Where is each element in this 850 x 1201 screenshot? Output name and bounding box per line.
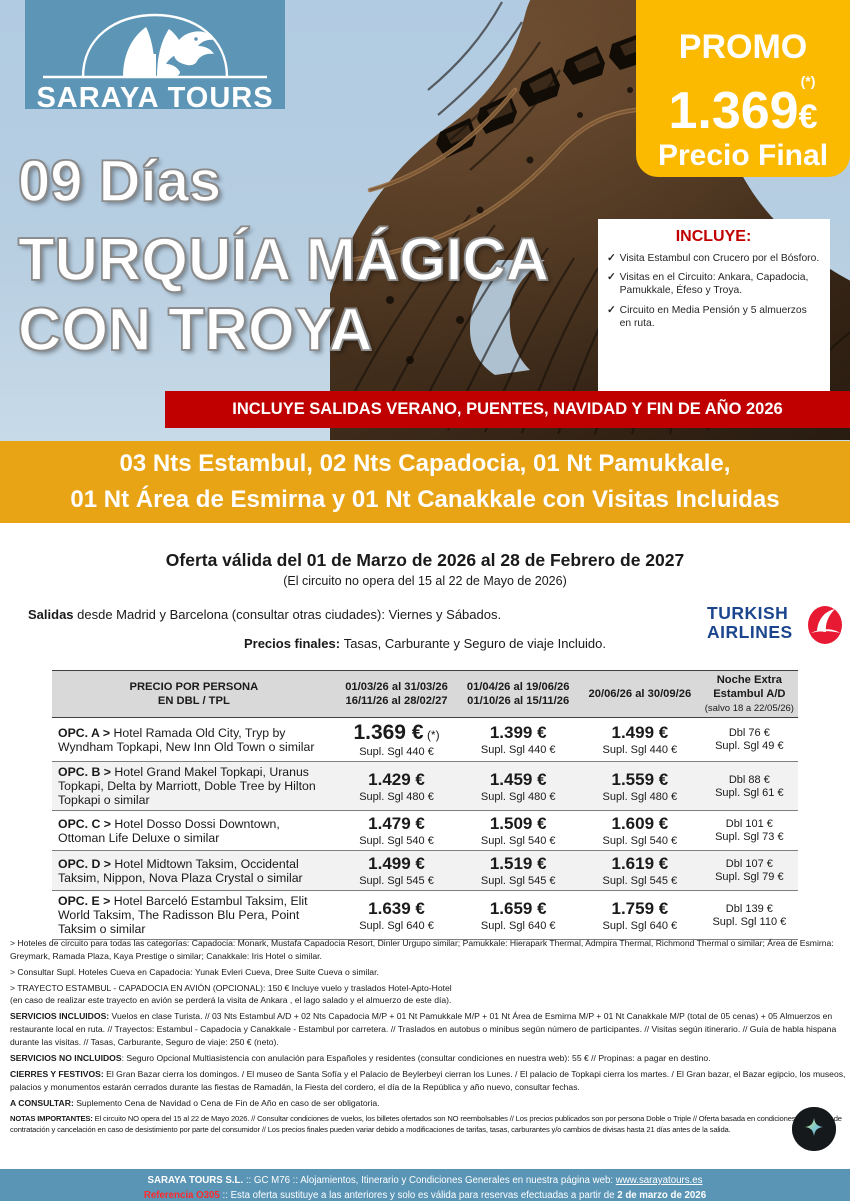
svg-text:AIRLINES: AIRLINES: [707, 622, 793, 642]
svg-text:TURKISH: TURKISH: [707, 603, 788, 623]
